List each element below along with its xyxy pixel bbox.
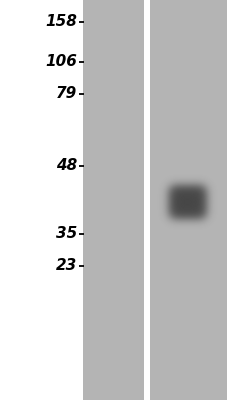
Text: 48: 48 xyxy=(56,158,77,174)
Text: 158: 158 xyxy=(45,14,77,30)
Text: 35: 35 xyxy=(56,226,77,242)
Bar xyxy=(144,0,149,400)
Bar xyxy=(149,0,227,400)
Bar xyxy=(83,0,144,400)
Text: 79: 79 xyxy=(56,86,77,102)
Text: 23: 23 xyxy=(56,258,77,274)
Text: 106: 106 xyxy=(45,54,77,70)
